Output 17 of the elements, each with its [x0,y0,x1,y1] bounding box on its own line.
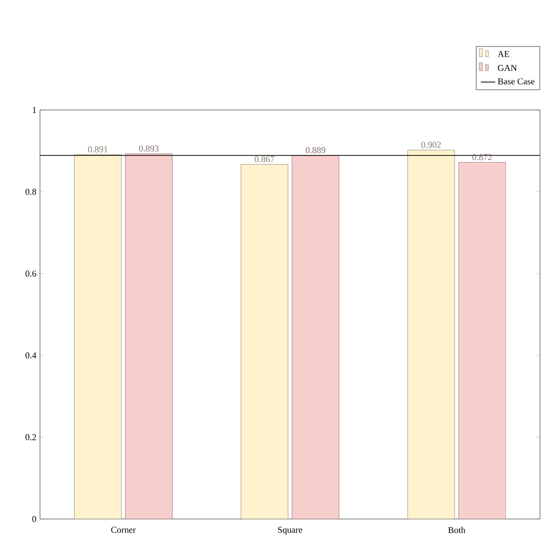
data-label: 0.867 [254,156,274,162]
data-label: 0.902 [421,142,441,148]
legend-label: AE [498,50,510,57]
y-tick-label: 0.4 [26,352,36,358]
legend-label: Base Case [498,78,534,84]
x-tick-label: Corner [111,526,136,533]
data-label: 0.889 [306,147,326,154]
y-tick-label: 0.8 [26,188,36,195]
data-label: 0.893 [139,145,159,152]
x-tick-label: Both [448,526,466,534]
y-tick-label: 1 [32,107,36,113]
y-tick-label: 0.6 [26,270,36,277]
data-label: 0.891 [88,146,108,152]
y-tick-label: 0 [32,516,36,522]
y-tick-label: 0.2 [26,434,36,440]
x-tick-label: Square [278,526,302,535]
legend-label: GAN [498,64,517,71]
